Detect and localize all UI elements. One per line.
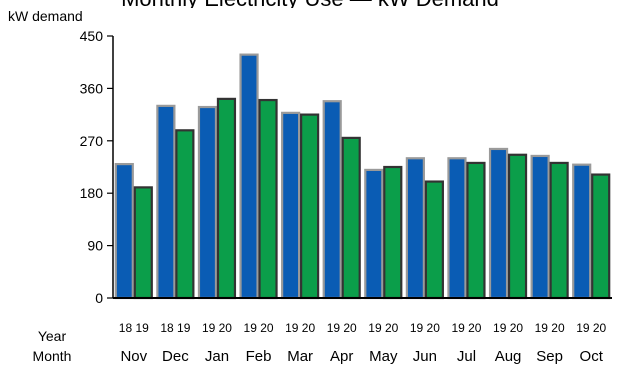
x-year-label: 19 20 <box>493 321 523 335</box>
y-tick-label: 450 <box>80 28 104 44</box>
x-month-label: Jan <box>205 348 229 365</box>
bar-current-year <box>591 173 611 300</box>
bar-previous-year <box>572 163 592 300</box>
bar-previous-year <box>364 168 384 300</box>
y-tick-label: 360 <box>80 80 104 96</box>
bar-previous-year <box>447 157 467 300</box>
bar-current-year <box>300 113 320 300</box>
month-row-label: Month <box>32 348 72 364</box>
bar-previous-year <box>197 105 218 300</box>
y-axis-unit-label: kW demand <box>8 8 83 24</box>
bar-current-year <box>216 97 237 300</box>
x-year-label: 19 20 <box>576 321 606 335</box>
x-month-label: Dec <box>162 348 189 365</box>
x-month-label: Nov <box>120 348 147 365</box>
bar-current-year <box>383 165 403 300</box>
bar-previous-year <box>322 100 342 300</box>
bar-current-year <box>549 161 569 300</box>
x-month-label: May <box>369 348 398 365</box>
x-month-label: Jun <box>413 348 437 365</box>
x-year-label: 19 20 <box>244 321 274 335</box>
x-year-label: 19 20 <box>202 321 232 335</box>
bar-current-year <box>175 129 195 300</box>
bar-previous-year <box>488 147 509 300</box>
bar-current-year <box>424 180 444 300</box>
x-month-label: Apr <box>330 348 353 365</box>
x-year-label: 19 20 <box>410 321 440 335</box>
x-month-label: Jul <box>457 348 476 365</box>
bar-current-year <box>507 153 528 300</box>
x-month-label: Feb <box>246 348 272 365</box>
bar-previous-year <box>239 53 259 300</box>
bar-current-year <box>341 136 361 300</box>
y-tick-label: 0 <box>95 290 103 306</box>
y-tick-label: 270 <box>80 133 104 149</box>
bar-current-year <box>466 161 486 300</box>
x-year-label: 18 19 <box>160 321 190 335</box>
bar-previous-year <box>405 157 425 300</box>
bar-current-year <box>258 98 278 300</box>
x-month-label: Sep <box>536 348 563 365</box>
x-month-label: Mar <box>287 348 313 365</box>
x-year-label: 19 20 <box>368 321 398 335</box>
bar-previous-year <box>156 104 176 300</box>
bar-previous-year <box>281 111 301 300</box>
bar-current-year <box>133 186 153 300</box>
x-month-label: Oct <box>580 348 604 365</box>
x-year-label: 19 20 <box>535 321 565 335</box>
bar-previous-year <box>114 162 134 300</box>
x-year-label: 18 19 <box>119 321 149 335</box>
y-tick-label: 90 <box>87 238 103 254</box>
x-year-label: 19 20 <box>327 321 357 335</box>
year-row-label: Year <box>37 328 67 344</box>
x-month-label: Aug <box>495 348 522 365</box>
bar-previous-year <box>530 154 550 300</box>
x-year-label: 19 20 <box>285 321 315 335</box>
x-year-label: 19 20 <box>451 321 481 335</box>
y-tick-label: 180 <box>80 185 104 201</box>
chart-title-fragment: Monthly Electricity Use — kW Demand <box>0 0 620 8</box>
